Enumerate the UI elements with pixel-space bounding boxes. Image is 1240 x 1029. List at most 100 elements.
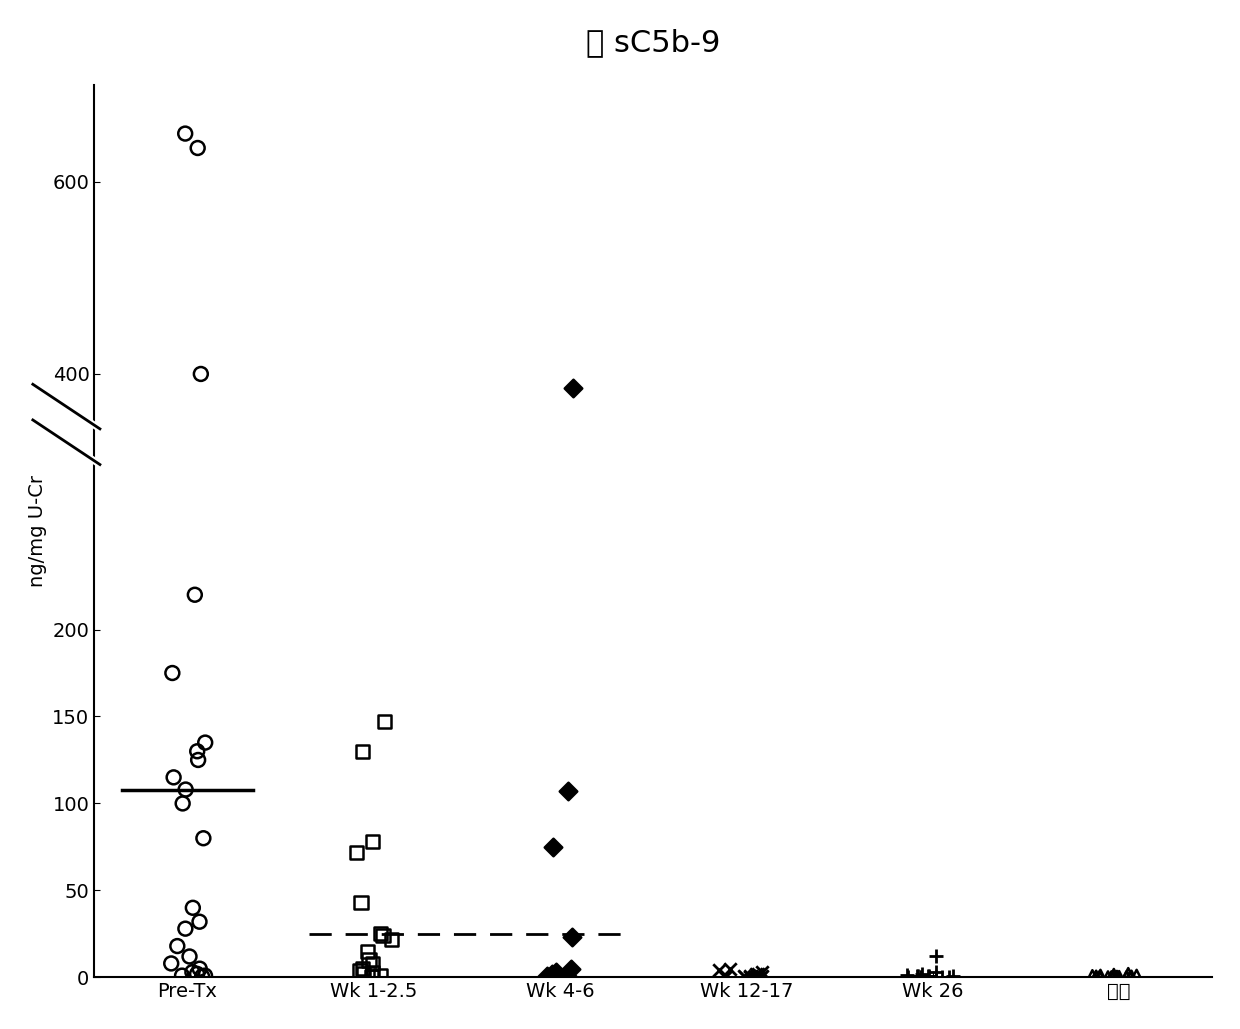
Point — [363, 964, 383, 981]
Point — [175, 126, 195, 142]
Point — [162, 665, 182, 681]
Point — [184, 899, 203, 916]
Point — [563, 929, 583, 946]
Point — [1120, 968, 1140, 985]
Point — [350, 962, 370, 979]
Point — [381, 931, 401, 948]
Point — [734, 967, 754, 984]
Point — [172, 967, 192, 984]
Point — [562, 960, 582, 977]
Point — [746, 968, 766, 985]
Point — [161, 955, 181, 971]
Point — [1086, 968, 1106, 985]
Point — [1090, 968, 1110, 985]
Point — [175, 920, 195, 936]
Point — [926, 969, 946, 986]
Point — [195, 967, 215, 984]
Point — [745, 965, 765, 982]
Point — [1110, 968, 1130, 985]
Point — [357, 943, 377, 959]
Point — [926, 964, 946, 981]
Point — [910, 968, 930, 985]
Point — [360, 952, 379, 968]
Point — [187, 965, 207, 982]
Point — [926, 949, 946, 965]
Point — [543, 839, 563, 855]
Point — [919, 967, 939, 984]
Point — [717, 968, 737, 985]
Point — [1106, 969, 1126, 986]
Point — [187, 140, 207, 156]
Point — [1116, 969, 1136, 986]
Point — [740, 968, 760, 985]
Point — [182, 964, 202, 981]
Point — [911, 965, 931, 982]
Point — [374, 713, 394, 730]
Point — [1086, 969, 1106, 986]
Point — [744, 969, 764, 986]
Point — [942, 968, 962, 985]
Point — [898, 968, 918, 985]
Point — [190, 914, 210, 930]
Point — [1090, 967, 1110, 984]
Point — [908, 968, 928, 985]
Point — [176, 781, 196, 797]
Point — [1101, 969, 1121, 986]
Point — [906, 967, 926, 984]
Point — [353, 965, 373, 982]
Point — [347, 844, 367, 860]
Point — [1121, 968, 1141, 985]
Point — [542, 965, 562, 982]
Point — [563, 380, 583, 396]
Point — [1090, 968, 1110, 985]
Point — [748, 965, 768, 982]
Point — [352, 960, 372, 977]
Point — [193, 830, 213, 847]
Point — [190, 960, 210, 977]
Point — [164, 769, 184, 785]
Point — [753, 967, 773, 984]
Point — [188, 752, 208, 769]
Point — [362, 968, 382, 985]
Point — [557, 967, 577, 984]
Point — [172, 795, 192, 812]
Point — [192, 968, 212, 985]
Point — [187, 743, 207, 759]
Y-axis label: ng/mg U-Cr: ng/mg U-Cr — [27, 475, 47, 588]
Point — [753, 964, 773, 981]
Point — [362, 833, 382, 850]
Point — [363, 955, 383, 971]
Point — [195, 735, 215, 751]
Point — [373, 927, 393, 944]
Point — [715, 968, 735, 985]
Point — [191, 365, 211, 382]
Point — [751, 969, 771, 986]
Title: 尿 sC5b-9: 尿 sC5b-9 — [587, 28, 720, 57]
Point — [719, 960, 739, 977]
Point — [352, 743, 372, 759]
Point — [167, 937, 187, 954]
Point — [897, 966, 916, 983]
Point — [1107, 968, 1127, 985]
Point — [180, 949, 200, 965]
Point — [185, 587, 205, 603]
Point — [1118, 965, 1138, 982]
Point — [1099, 969, 1118, 986]
Point — [939, 969, 959, 986]
Point — [558, 783, 578, 800]
Point — [371, 926, 391, 943]
Point — [1104, 966, 1123, 983]
Point — [709, 962, 729, 979]
Point — [351, 894, 371, 911]
Point — [371, 967, 391, 984]
Point — [918, 967, 937, 984]
Point — [1127, 967, 1147, 984]
Point — [537, 968, 557, 985]
Point — [932, 968, 952, 985]
Point — [1083, 967, 1102, 984]
Point — [740, 968, 760, 985]
Point — [1102, 969, 1122, 986]
Point — [735, 968, 755, 985]
Point — [546, 964, 565, 981]
Point — [911, 968, 931, 985]
